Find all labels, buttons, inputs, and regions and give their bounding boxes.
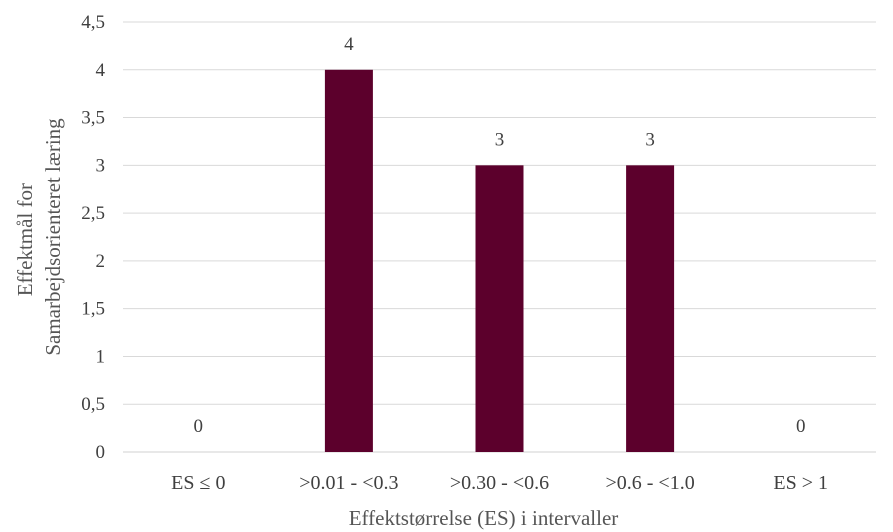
data-label: 0 <box>194 416 204 437</box>
bar <box>324 69 373 453</box>
x-axis-title: Effektstørrelse (ES) i intervaller <box>349 506 619 530</box>
x-category-label: ES > 1 <box>773 472 828 494</box>
x-category-label: >0.6 - <1.0 <box>605 472 694 494</box>
data-label: 3 <box>645 129 655 150</box>
data-label: 3 <box>495 129 505 150</box>
y-tick-label: 1,5 <box>81 299 105 320</box>
y-tick-label: 2 <box>96 251 106 272</box>
data-label: 0 <box>796 416 806 437</box>
y-tick-label: 4,5 <box>81 12 105 33</box>
y-tick-label: 4 <box>96 60 106 81</box>
y-tick-label: 3,5 <box>81 108 105 129</box>
y-tick-label: 0 <box>96 442 106 463</box>
bar <box>626 165 675 453</box>
bars <box>324 69 675 453</box>
y-axis-title-line-1: Effektmål for <box>13 183 37 296</box>
y-tick-label: 0,5 <box>81 394 105 415</box>
x-axis-categories: ES ≤ 0 >0.01 - <0.3 >0.30 - <0.6 >0.6 - <1.… <box>171 472 828 494</box>
data-label: 4 <box>344 34 354 55</box>
y-tick-label: 3 <box>96 155 106 176</box>
y-axis-ticks: 0 0,5 1 1,5 2 2,5 3 3,5 4 4,5 <box>81 12 105 463</box>
y-axis-title: Effektmål for Samarbejdsorienteret lærin… <box>13 118 65 356</box>
y-tick-label: 1 <box>96 346 106 367</box>
x-category-label: >0.01 - <0.3 <box>299 472 398 494</box>
bar <box>475 165 524 453</box>
x-category-label: ES ≤ 0 <box>171 472 225 494</box>
x-category-label: >0.30 - <0.6 <box>450 472 549 494</box>
y-tick-label: 2,5 <box>81 203 105 224</box>
data-labels: 0 4 3 3 0 <box>194 34 806 437</box>
y-axis-title-line-2: Samarbejdsorienteret læring <box>41 118 65 356</box>
